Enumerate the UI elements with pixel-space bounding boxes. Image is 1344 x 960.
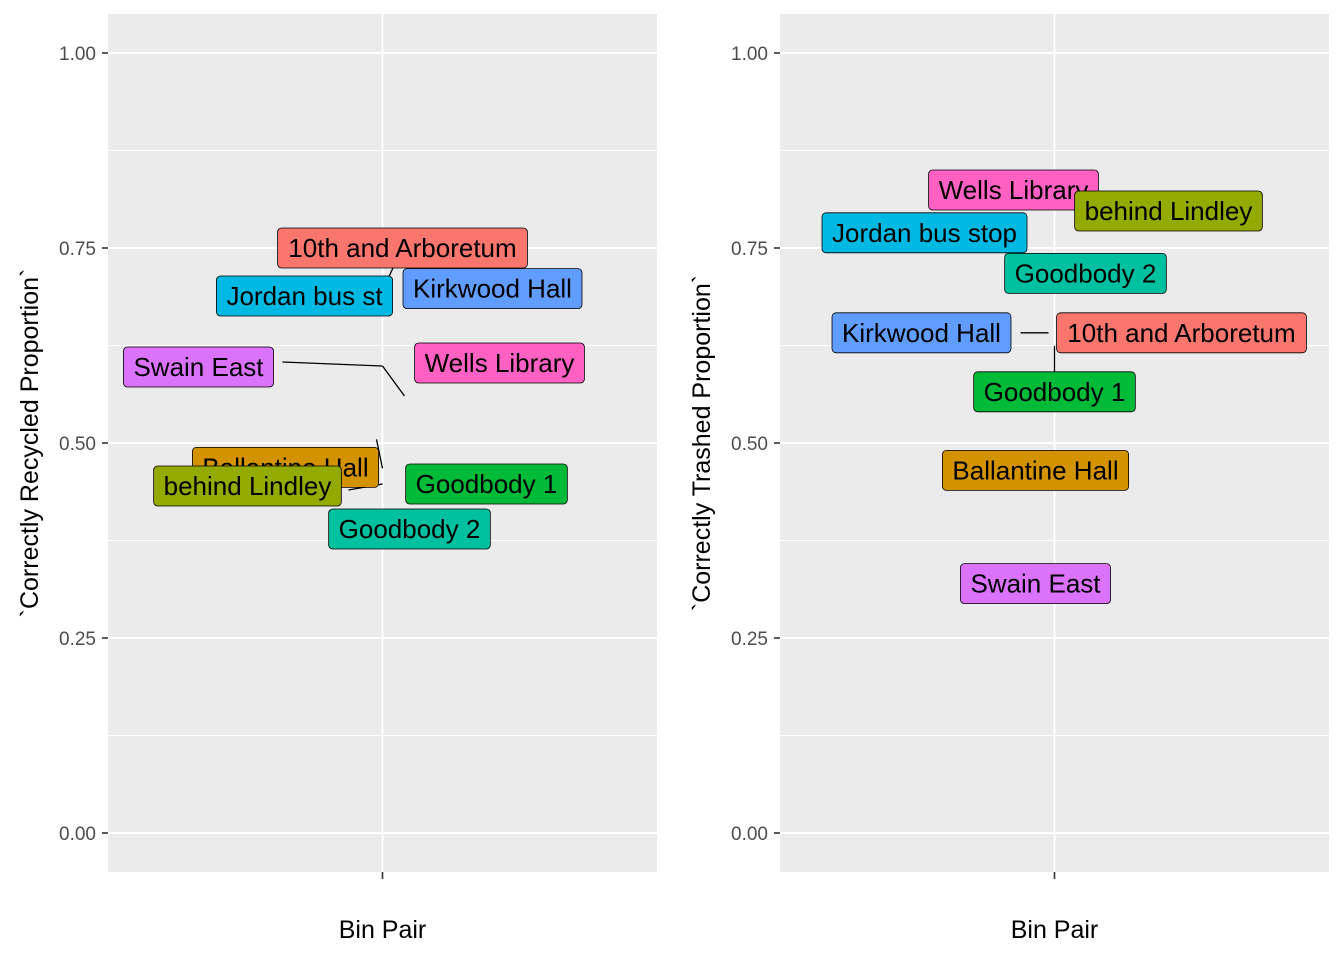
label-text: Goodbody 2 xyxy=(1015,258,1157,288)
y-tick-label: 0.25 xyxy=(731,629,768,650)
y-axis-title: `Correctly Trashed Proportion` xyxy=(688,275,716,611)
trashed-proportion-chart: 0.00 0.25 0.50 0.75 1.00 Bin Pair `Correctly T… xyxy=(688,14,1329,944)
label-box xyxy=(821,212,1028,254)
label-box xyxy=(941,449,1130,491)
y-tick-label: 0.75 xyxy=(731,239,768,260)
label-text: behind Lindley xyxy=(1085,196,1253,226)
label-box xyxy=(153,465,342,507)
y-axis-title: `Correctly Recycled Proportion` xyxy=(16,269,44,618)
label-leader-line xyxy=(375,439,384,469)
label-box xyxy=(1004,252,1167,294)
point-label-behind-lindley: behind Lindley xyxy=(153,465,342,507)
label-box xyxy=(328,508,491,550)
label-box xyxy=(928,169,1099,211)
label-box xyxy=(277,227,528,269)
point-label-kirkwood-hall: Kirkwood Hall xyxy=(831,312,1012,354)
label-box xyxy=(960,563,1111,604)
y-tick-label: 0.50 xyxy=(59,434,96,455)
point-label-wells-library: Wells Library xyxy=(928,169,1099,211)
x-axis-title: Bin Pair xyxy=(339,916,427,944)
label-box xyxy=(216,275,393,317)
label-text: Swain East xyxy=(970,569,1101,599)
point-label-jordan-bus-stop: Jordan bus stop xyxy=(821,212,1028,254)
label-text: Wells Library xyxy=(425,348,575,378)
label-text: Kirkwood Hall xyxy=(842,318,1001,348)
point-label-10th-and-arboretum: 10th and Arboretum xyxy=(1056,312,1307,354)
label-box xyxy=(1056,312,1307,354)
label-text: behind Lindley xyxy=(164,471,332,501)
label-text: 10th and Arboretum xyxy=(1067,318,1295,348)
point-label-goodbody-1: Goodbody 1 xyxy=(405,463,568,505)
point-label-wells-library: Wells Library xyxy=(414,342,585,384)
label-text: Goodbody 1 xyxy=(984,377,1126,407)
y-tick-label: 0.00 xyxy=(731,824,768,845)
x-axis-title: Bin Pair xyxy=(1011,916,1099,944)
point-label-goodbody-2: Goodbody 2 xyxy=(328,508,491,550)
y-tick-label: 1.00 xyxy=(731,44,768,65)
point-label-goodbody-1: Goodbody 1 xyxy=(973,371,1136,413)
label-text: 10th and Arboretum xyxy=(288,233,516,263)
y-tick-label: 0.75 xyxy=(59,239,96,260)
label-leader-line xyxy=(282,361,383,367)
label-box xyxy=(402,268,583,310)
label-text: Goodbody 1 xyxy=(416,469,558,499)
point-label-goodbody-2: Goodbody 2 xyxy=(1004,252,1167,294)
point-label-jordan-bus-stop: Jordan bus st xyxy=(216,275,393,317)
point-label-swain-east: Swain East xyxy=(123,346,274,388)
label-box xyxy=(973,371,1136,413)
label-box xyxy=(123,346,274,388)
label-box xyxy=(831,312,1012,354)
y-tick-label: 1.00 xyxy=(59,44,96,65)
y-tick-label: 0.50 xyxy=(731,434,768,455)
point-label-10th-and-arboretum: 10th and Arboretum xyxy=(277,227,528,269)
y-tick-label: 0.00 xyxy=(59,824,96,845)
label-text: Swain East xyxy=(133,352,264,382)
label-text: Jordan bus stop xyxy=(832,218,1017,248)
point-label-kirkwood-hall: Kirkwood Hall xyxy=(402,268,583,310)
label-box xyxy=(405,463,568,505)
label-text: Ballantine Hall xyxy=(952,455,1118,485)
recycled-proportion-chart: 0.00 0.25 0.50 0.75 1.00 Bin Pair `Correctly R… xyxy=(16,14,657,944)
label-text: Goodbody 2 xyxy=(339,514,481,544)
label-text: Kirkwood Hall xyxy=(413,274,572,304)
point-label-behind-lindley: behind Lindley xyxy=(1074,190,1263,232)
y-tick-label: 0.25 xyxy=(59,629,96,650)
label-leader-line xyxy=(381,365,406,397)
label-text: Jordan bus st xyxy=(226,281,383,311)
point-label-ballantine-hall: Ballantine Hall xyxy=(941,449,1130,491)
label-text: Wells Library xyxy=(939,175,1089,205)
label-box xyxy=(414,342,585,384)
label-box xyxy=(1074,190,1263,232)
point-label-swain-east: Swain East xyxy=(960,563,1111,604)
